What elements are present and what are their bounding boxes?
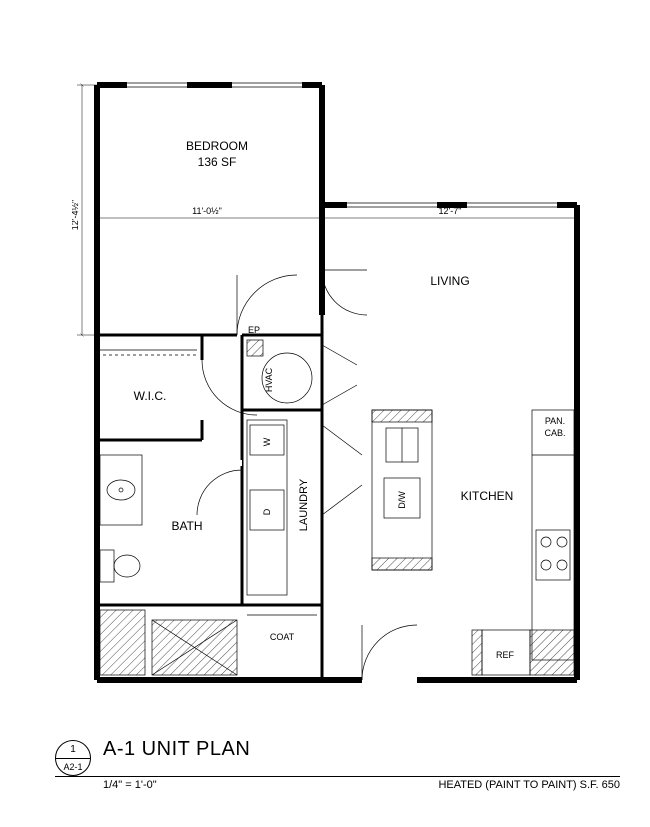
drawing-tag-bubble: 1 A2-1 [55,740,91,776]
tag-top: 1 [56,742,90,759]
label-w: W [262,437,272,446]
label-kitchen: KITCHEN [461,489,514,503]
dim-bedroom-width: 11'-0½" [192,206,222,216]
label-bedroom-sf: 136 SF [198,155,237,169]
label-d: D [262,508,272,515]
label-ref: REF [496,650,515,660]
label-coat: COAT [270,632,295,642]
plan-scale: 1/4" = 1'-0" [103,779,157,791]
label-cab: CAB. [544,428,565,438]
label-hvac: HVAC [264,367,274,392]
title-block: 1 A2-1 A-1 UNIT PLAN 1/4" = 1'-0" HEATED… [55,738,620,791]
label-living: LIVING [430,274,469,288]
dim-living-width: 12'-7" [439,206,462,216]
label-wic: W.I.C. [134,389,167,403]
label-bedroom: BEDROOM [186,139,248,153]
plan-title: A-1 UNIT PLAN [103,738,250,761]
plan-footnote: HEATED (PAINT TO PAINT) S.F. 650 [438,779,620,791]
label-ep: EP [248,325,260,335]
label-laundry: LAUNDRY [298,478,310,531]
label-bath: BATH [171,519,202,533]
label-dw: D/W [397,491,407,509]
dim-bedroom-height: 12'-4½" [72,200,80,230]
floorplan-drawing: 12'-4½" 11'-0½" 12'-7" BEDROOM 136 SF LI… [72,60,597,740]
tag-bottom: A2-1 [56,759,90,775]
label-pan: PAN. [545,416,565,426]
